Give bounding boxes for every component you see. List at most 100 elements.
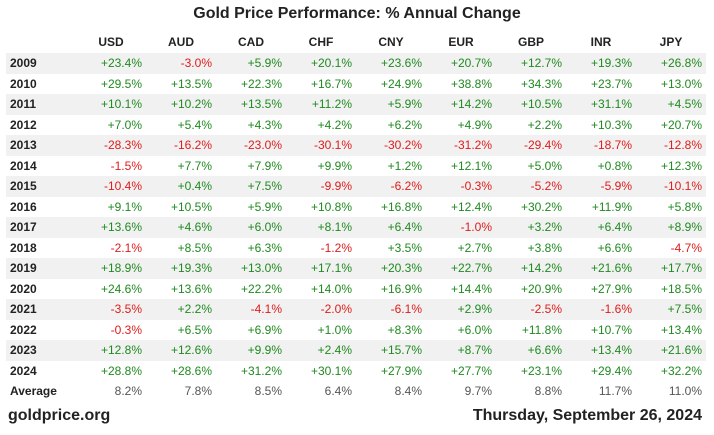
column-header: CHF xyxy=(308,35,334,49)
value-cell: +10.7% xyxy=(590,322,632,337)
value-cell: +23.7% xyxy=(590,76,632,91)
value-cell: +30.1% xyxy=(310,363,352,378)
row-label: 2019 xyxy=(6,258,76,279)
value-cell: +4.9% xyxy=(457,117,492,132)
value-cell: +11.2% xyxy=(286,94,356,115)
value-cell: +2.2% xyxy=(146,299,216,320)
table-row: 2019 +18.9% +19.3% +13.0% +17.1% +20.3% +22.7%… xyxy=(6,258,706,279)
value-cell: +9.9% xyxy=(216,340,286,361)
value-cell: +12.1% xyxy=(450,158,492,173)
value-cell: +16.9% xyxy=(380,281,422,296)
value-cell: -3.0% xyxy=(146,53,216,74)
chart-title: Gold Price Performance: % Annual Change xyxy=(193,5,521,22)
value-cell: +10.3% xyxy=(590,117,632,132)
performance-table: USD AUD CAD CHF CNY EUR GBP INR JPY 2009… xyxy=(6,31,706,402)
table-row: 2011 +10.1% +10.2% +13.5% +11.2% +5.9% +14.2% +… xyxy=(6,94,706,115)
value-cell: +15.7% xyxy=(356,340,426,361)
value-cell: -6.2% xyxy=(356,176,426,197)
table-row: 2022 -0.3% +6.5% +6.9% +1.0% +8.3% +6.0% +11.8%… xyxy=(6,320,706,341)
row-label: 2011 xyxy=(6,94,76,115)
value-cell: +5.9% xyxy=(216,53,286,74)
value-cell: +6.4% xyxy=(566,217,636,238)
value-cell: +6.4% xyxy=(356,217,426,238)
value-cell: +3.8% xyxy=(527,240,562,255)
value-cell: +6.3% xyxy=(247,240,282,255)
value-cell: +1.0% xyxy=(317,322,352,337)
row-label: 2018 xyxy=(10,240,37,255)
value-cell: +4.6% xyxy=(146,217,216,238)
value-cell: +6.5% xyxy=(177,322,212,337)
row-label: 2009 xyxy=(6,53,76,74)
value-cell: +9.9% xyxy=(317,158,352,173)
table-row: 2020 +24.6% +13.6% +22.2% +14.0% +16.9% +14.4%… xyxy=(6,279,706,300)
value-cell: -6.1% xyxy=(356,299,426,320)
value-cell: -31.2% xyxy=(426,135,496,156)
value-cell: +22.7% xyxy=(426,258,496,279)
row-label: 2013 xyxy=(6,135,76,156)
value-cell: +11.9% xyxy=(591,199,632,214)
average-cell: 9.7% xyxy=(426,381,496,402)
table-row: 2012 +7.0% +5.4% +4.3% +4.2% +6.2% +4.9% +2.2% +… xyxy=(6,115,706,136)
value-cell: -1.2% xyxy=(320,240,352,255)
row-label: 2015 xyxy=(6,176,76,197)
column-header: AUD xyxy=(168,35,194,49)
table-body: 2009 +23.4% -3.0% +5.9% +20.1% +23.6% +20.7% +1… xyxy=(6,53,706,402)
value-cell: +12.8% xyxy=(76,340,146,361)
value-cell: +7.9% xyxy=(247,158,282,173)
value-cell: +13.0% xyxy=(660,76,702,91)
value-cell: +9.1% xyxy=(107,199,142,214)
table-row: 2015 -10.4% +0.4% +7.5% -9.9% -6.2% -0.3% -5.2%… xyxy=(6,176,706,197)
value-cell: +19.3% xyxy=(146,258,216,279)
value-cell: +13.6% xyxy=(76,217,146,238)
value-cell: +19.3% xyxy=(566,53,636,74)
value-cell: +31.1% xyxy=(566,94,636,115)
row-label: 2020 xyxy=(10,281,37,296)
value-cell: +20.7% xyxy=(660,117,702,132)
value-cell: +20.9% xyxy=(520,281,562,296)
table-row: 2017 +13.6% +4.6% +6.0% +8.1% +6.4% -1.0% +3.2%… xyxy=(6,217,706,238)
value-cell: +5.4% xyxy=(177,117,212,132)
value-cell: +4.5% xyxy=(636,94,706,115)
value-cell: +24.9% xyxy=(380,76,422,91)
value-cell: +8.9% xyxy=(636,217,706,238)
average-cell: 7.8% xyxy=(146,381,216,402)
value-cell: +4.2% xyxy=(317,117,352,132)
value-cell: +5.9% xyxy=(247,199,282,214)
average-cell: 11.0% xyxy=(636,381,706,402)
value-cell: +5.8% xyxy=(667,199,702,214)
value-cell: +16.8% xyxy=(380,199,422,214)
column-header: EUR xyxy=(448,35,474,49)
value-cell: +13.5% xyxy=(216,94,286,115)
value-cell: -9.9% xyxy=(286,176,356,197)
value-cell: +12.6% xyxy=(146,340,216,361)
value-cell: +7.5% xyxy=(636,299,706,320)
value-cell: +27.9% xyxy=(590,281,632,296)
row-label: 2022 xyxy=(10,322,37,337)
value-cell: +18.9% xyxy=(76,258,146,279)
value-cell: +12.7% xyxy=(496,53,566,74)
value-cell: +22.3% xyxy=(240,76,282,91)
value-cell: +3.2% xyxy=(496,217,566,238)
value-cell: -0.3% xyxy=(426,176,496,197)
row-label: 2016 xyxy=(10,199,37,214)
value-cell: +14.2% xyxy=(426,94,496,115)
source-label: goldprice.org xyxy=(8,407,111,424)
table-row: 2010 +29.5% +13.5% +22.3% +16.7% +24.9% +38.8%… xyxy=(6,74,706,95)
average-cell: 8.8% xyxy=(496,381,566,402)
value-cell: +14.4% xyxy=(450,281,492,296)
value-cell: +13.0% xyxy=(216,258,286,279)
column-header: GBP xyxy=(517,35,544,49)
value-cell: -3.5% xyxy=(76,299,146,320)
value-cell: +23.1% xyxy=(520,363,562,378)
value-cell: -30.2% xyxy=(356,135,426,156)
value-cell: +12.3% xyxy=(660,158,702,173)
value-cell: +2.2% xyxy=(527,117,562,132)
value-cell: +8.5% xyxy=(177,240,212,255)
value-cell: +5.0% xyxy=(527,158,562,173)
value-cell: +0.8% xyxy=(597,158,632,173)
value-cell: +6.9% xyxy=(247,322,282,337)
value-cell: +20.3% xyxy=(356,258,426,279)
value-cell: +6.0% xyxy=(457,322,492,337)
row-label: 2012 xyxy=(10,117,37,132)
value-cell: +4.3% xyxy=(247,117,282,132)
